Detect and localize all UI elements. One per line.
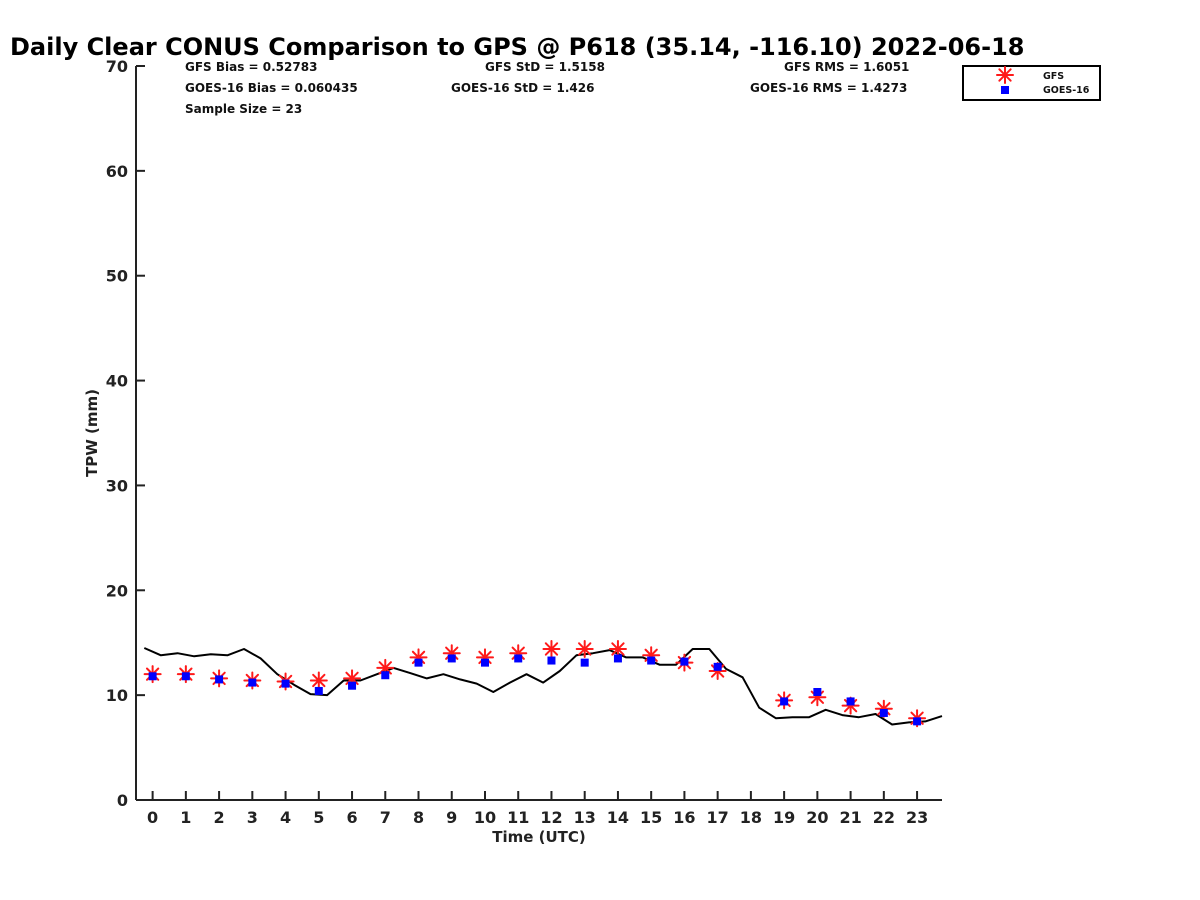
gfs-point xyxy=(309,671,328,690)
x-tick-label: 20 xyxy=(806,808,828,827)
legend-gfs-label: GFS xyxy=(1043,71,1064,82)
x-tick-label: 4 xyxy=(280,808,291,827)
gfs-point xyxy=(542,640,561,659)
x-tick-label: 21 xyxy=(839,808,861,827)
x-tick-label: 17 xyxy=(707,808,729,827)
goes-16-point xyxy=(514,654,523,663)
goes-16-point xyxy=(713,662,722,671)
legend-gfs-marker xyxy=(996,66,1014,84)
goes-16-point xyxy=(314,686,323,695)
y-tick-label: 70 xyxy=(106,57,128,76)
x-tick-label: 22 xyxy=(873,808,895,827)
goes-16-point xyxy=(181,672,190,681)
x-tick-label: 3 xyxy=(247,808,258,827)
gfs-point xyxy=(608,640,627,659)
x-axis-label: Time (UTC) xyxy=(492,828,586,846)
gfs-point xyxy=(575,640,594,659)
goes-16-point xyxy=(913,717,922,726)
goes-16-point xyxy=(381,671,390,680)
legend: GFS GOES-16 xyxy=(962,65,1101,101)
x-tick-label: 11 xyxy=(507,808,529,827)
goes-16-point xyxy=(680,657,689,666)
x-tick-label: 23 xyxy=(906,808,928,827)
goes-16-point xyxy=(846,697,855,706)
gfs-bias-stat: GFS Bias = 0.52783 xyxy=(185,60,317,74)
x-tick-label: 16 xyxy=(673,808,695,827)
legend-goes-label: GOES-16 xyxy=(1043,85,1090,96)
goes-16-point xyxy=(580,658,589,667)
goes-16-point xyxy=(447,654,456,663)
y-tick-label: 20 xyxy=(106,581,128,600)
goes-16-point xyxy=(879,708,888,717)
y-tick-label: 60 xyxy=(106,162,128,181)
x-tick-label: 5 xyxy=(313,808,324,827)
goes-16-point xyxy=(248,678,257,687)
goes-16-point xyxy=(414,658,423,667)
legend-gfs-asterisk xyxy=(996,66,1014,84)
y-tick-label: 10 xyxy=(106,686,128,705)
goes-16-point xyxy=(480,658,489,667)
x-tick-label: 18 xyxy=(740,808,762,827)
x-tick-label: 9 xyxy=(446,808,457,827)
sample-size-stat: Sample Size = 23 xyxy=(185,102,302,116)
goes-rms-stat: GOES-16 RMS = 1.4273 xyxy=(750,81,907,95)
legend-goes-marker xyxy=(1001,86,1009,94)
goes-16-point xyxy=(348,681,357,690)
x-tick-label: 19 xyxy=(773,808,795,827)
x-tick-label: 12 xyxy=(540,808,562,827)
x-tick-label: 8 xyxy=(413,808,424,827)
goes-16-point xyxy=(780,697,789,706)
goes-16-point xyxy=(281,679,290,688)
plot-area xyxy=(143,640,943,728)
gps-series-line xyxy=(143,647,943,726)
x-tick-label: 0 xyxy=(147,808,158,827)
chart-title: Daily Clear CONUS Comparison to GPS @ P6… xyxy=(10,33,1024,61)
goes-16-point xyxy=(148,672,157,681)
x-tick-label: 2 xyxy=(214,808,225,827)
goes-std-stat: GOES-16 StD = 1.426 xyxy=(451,81,594,95)
x-tick-label: 7 xyxy=(380,808,391,827)
x-tick-label: 1 xyxy=(180,808,191,827)
y-tick-label: 30 xyxy=(106,476,128,495)
goes-16-point xyxy=(613,654,622,663)
legend-goes-square xyxy=(1001,86,1009,94)
y-tick-label: 40 xyxy=(106,372,128,391)
goes-16-point xyxy=(647,656,656,665)
x-tick-label: 6 xyxy=(346,808,357,827)
x-tick-label: 13 xyxy=(574,808,596,827)
y-axis-label: TPW (mm) xyxy=(83,389,101,477)
stats-block: GFS Bias = 0.52783 GFS StD = 1.5158 GFS … xyxy=(185,60,909,116)
goes-16-point xyxy=(813,687,822,696)
goes-bias-stat: GOES-16 Bias = 0.060435 xyxy=(185,81,358,95)
x-tick-label: 10 xyxy=(474,808,496,827)
legend-box xyxy=(962,65,1101,101)
goes-16-point xyxy=(215,675,224,684)
y-tick-label: 0 xyxy=(117,791,128,810)
y-tick-label: 50 xyxy=(106,267,128,286)
goes-16-point xyxy=(547,656,556,665)
gfs-std-stat: GFS StD = 1.5158 xyxy=(485,60,605,74)
x-tick-label: 15 xyxy=(640,808,662,827)
gfs-rms-stat: GFS RMS = 1.6051 xyxy=(784,60,909,74)
x-tick-label: 14 xyxy=(607,808,629,827)
